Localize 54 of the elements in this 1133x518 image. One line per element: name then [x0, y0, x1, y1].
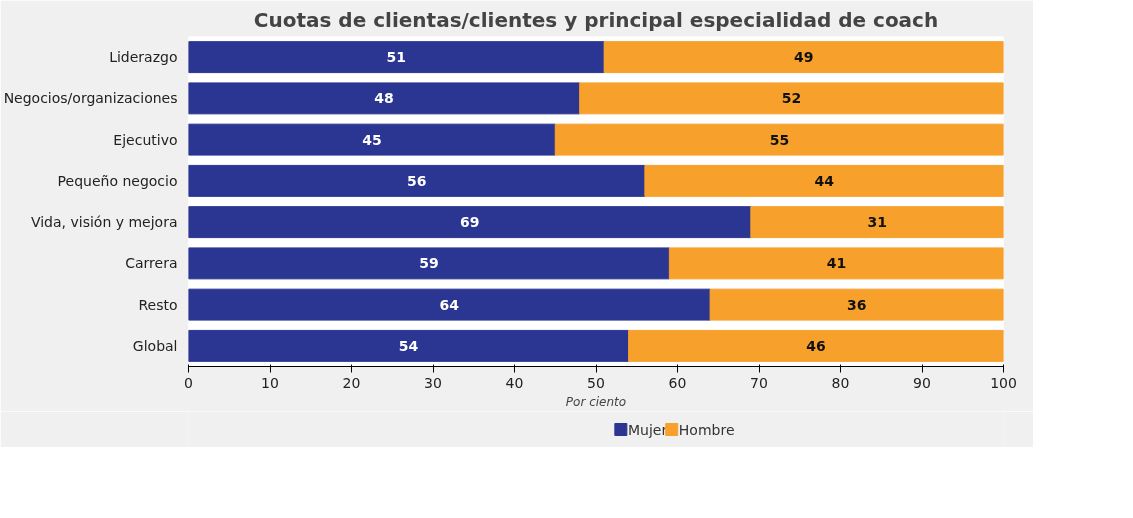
data-label: 52: [781, 90, 802, 107]
bar: [188, 41, 605, 74]
data-label: 44: [814, 172, 835, 189]
y-tick-label: Vida, visión y mejora: [30, 214, 178, 231]
data-label: 55: [769, 131, 790, 148]
bar: [628, 329, 1004, 362]
bar: [188, 123, 556, 156]
y-tick-label: Negocios/organizaciones: [3, 90, 178, 107]
bar: [603, 41, 1004, 74]
data-label: 45: [362, 131, 382, 148]
data-label: 49: [794, 49, 814, 66]
y-tick-label: Global: [132, 337, 178, 354]
data-label: 51: [386, 49, 407, 66]
x-tick-label: 70: [750, 374, 768, 391]
y-tick-label: Resto: [138, 296, 178, 313]
data-label: 56: [406, 172, 427, 189]
data-label: 54: [398, 337, 419, 354]
data-label: 64: [439, 296, 460, 313]
x-tick-label: 80: [831, 374, 850, 391]
y-tick-label: Ejecutivo: [113, 131, 178, 148]
data-label: 59: [419, 255, 439, 272]
bar: [188, 288, 711, 321]
bar: [668, 247, 1004, 280]
x-tick-label: 30: [424, 374, 442, 391]
data-label: 69: [459, 214, 480, 231]
bar: [188, 164, 646, 197]
x-tick-label: 0: [184, 374, 193, 391]
bar: [188, 247, 670, 280]
x-axis-title: Por ciento: [565, 394, 627, 409]
x-tick-label: 10: [261, 374, 279, 391]
legend-label: Hombre: [678, 421, 735, 438]
bar: [750, 206, 1004, 239]
data-label: 48: [374, 90, 394, 107]
x-tick-label: 50: [587, 374, 605, 391]
y-tick-label: Carrera: [125, 255, 178, 272]
bar: [554, 123, 1004, 156]
bar: [579, 82, 1004, 115]
x-tick-label: 90: [913, 374, 931, 391]
data-label: 41: [826, 255, 847, 272]
data-label: 31: [867, 214, 887, 231]
bar: [188, 329, 630, 362]
x-tick-label: 60: [668, 374, 687, 391]
data-label: 36: [847, 296, 867, 313]
bar: [644, 164, 1004, 197]
y-tick-label: Pequeño negocio: [57, 172, 178, 189]
bar: [188, 82, 581, 115]
x-tick-label: 100: [990, 374, 1017, 391]
x-tick-label: 20: [342, 374, 361, 391]
bar: [188, 206, 752, 239]
bar: [709, 288, 1004, 321]
chart-title: Cuotas de clientas/clientes y principal especialidad de coach: [253, 7, 939, 32]
data-label: 46: [806, 337, 826, 354]
y-tick-label: Liderazgo: [109, 49, 178, 66]
x-tick-label: 40: [505, 374, 524, 391]
